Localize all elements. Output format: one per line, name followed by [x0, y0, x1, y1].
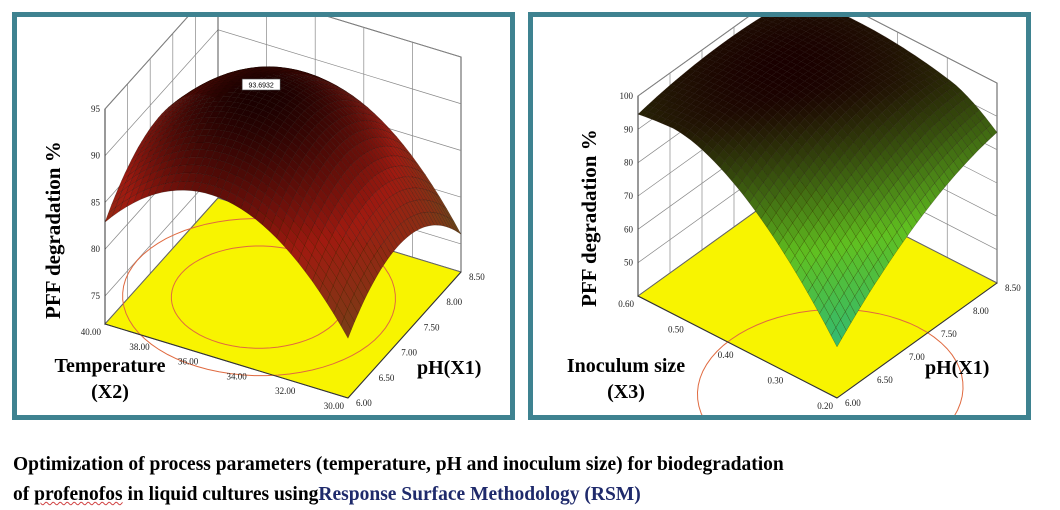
x-tick-label: 7.00: [909, 352, 925, 362]
caption-line-2: of profenofos in liquid cultures usingRe…: [13, 480, 1053, 510]
x-tick-label: 7.00: [401, 348, 417, 358]
surface-plot-temperature-ph: 75 80 85 90 95 6.00 6.50 7.00 7.50 8.00 8.50 30.00 3…: [81, 17, 486, 411]
x-tick-label: 6.00: [356, 398, 372, 408]
x-tick-label: 8.00: [973, 306, 989, 316]
axes: [104, 109, 462, 399]
x-axis-label: pH(X1): [925, 357, 990, 379]
x-axis-line: [836, 282, 998, 399]
caption-rest: in liquid cultures using: [122, 484, 319, 505]
x-tick-label: 7.50: [941, 329, 957, 339]
y-tick-label: 38.00: [129, 342, 150, 352]
x-tick-label: 8.00: [446, 297, 462, 307]
z-gridline: [637, 17, 998, 97]
x-tick-label: 7.50: [424, 322, 440, 332]
peak-value-label: 93.6932: [241, 78, 281, 91]
surface-facet: [340, 316, 352, 339]
floor-contour: [696, 308, 964, 415]
y-tick-label: 0.50: [668, 325, 684, 335]
y-tick-label: 0.20: [817, 401, 833, 411]
z-tick-label: 90: [91, 151, 101, 161]
z-tick-label: 80: [624, 158, 634, 168]
z-gridline: [104, 17, 462, 110]
caption-of: of: [13, 484, 30, 505]
z-tick-label: 100: [620, 91, 634, 101]
x-axis-label: pH(X1): [417, 357, 482, 379]
response-surface: [637, 17, 998, 348]
chart-panel-temperature-ph: 75 80 85 90 95 6.00 6.50 7.00 7.50 8.00 8.50 30.00 3…: [12, 12, 515, 420]
y-tick-label: 0.30: [768, 376, 784, 386]
z-axis-label: PFF degradation %: [577, 129, 601, 307]
z-tick-label: 75: [91, 291, 101, 301]
peak-label-box: [241, 78, 281, 91]
z-tick-label: 70: [624, 191, 634, 201]
z-tick-label: 50: [624, 258, 634, 268]
y-axis-label-line1: Inoculum size: [566, 355, 686, 377]
x-tick-label: 6.50: [379, 373, 395, 383]
axes: [637, 96, 998, 399]
surface-facet: [830, 327, 842, 348]
y-tick-label: 34.00: [227, 371, 248, 381]
z-tick-label: 80: [91, 244, 101, 254]
y-axis-label-line2: (X3): [607, 381, 645, 403]
y-axis-line: [104, 323, 349, 399]
tick-labels: 50 60 70 80 90 100 6.00 6.50 7.00 7.50 8.00 8.50 0.2…: [618, 91, 1021, 411]
chart-panel-inoculum-ph: 50 60 70 80 90 100 6.00 6.50 7.00 7.50 8.00 8.50 0.2…: [528, 12, 1031, 420]
y-tick-label: 0.60: [618, 299, 634, 309]
x-tick-label: 8.50: [469, 272, 485, 282]
z-tick-label: 85: [91, 197, 101, 207]
caption-line-1: Optimization of process parameters (temp…: [13, 454, 784, 475]
x-tick-label: 6.50: [877, 375, 893, 385]
surface-plot-inoculum-ph: 50 60 70 80 90 100 6.00 6.50 7.00 7.50 8.00 8.50 0.2…: [618, 17, 1021, 415]
x-tick-label: 6.00: [845, 398, 861, 408]
peak-label-text: 93.6932: [249, 83, 274, 90]
y-axis-label-line1: Temperature: [54, 355, 166, 377]
y-tick-label: 30.00: [324, 401, 345, 411]
z-axis-label: PFF degradation %: [41, 141, 65, 319]
caption-rsm: Response Surface Methodology (RSM): [318, 484, 641, 505]
caption-profenofos: profenofos: [34, 484, 123, 505]
z-tick-label: 95: [91, 104, 101, 114]
z-tick-label: 90: [624, 124, 634, 134]
tick-labels: 75 80 85 90 95 6.00 6.50 7.00 7.50 8.00 8.50 30.00 3…: [81, 104, 486, 411]
floor-contour: [122, 218, 396, 377]
response-surface: [104, 66, 462, 339]
y-axis-line: [637, 295, 838, 399]
y-axis-label-line2: (X2): [91, 381, 129, 403]
y-tick-label: 32.00: [275, 386, 296, 396]
x-tick-label: 8.50: [1005, 283, 1021, 293]
y-tick-label: 36.00: [178, 357, 199, 367]
figure-caption: Optimization of process parameters (temp…: [13, 450, 1053, 510]
surface-facet: [783, 17, 791, 19]
z-tick-label: 60: [624, 224, 634, 234]
x-axis-line: [347, 271, 462, 399]
y-tick-label: 40.00: [81, 327, 102, 337]
y-tick-label: 0.40: [718, 350, 734, 360]
